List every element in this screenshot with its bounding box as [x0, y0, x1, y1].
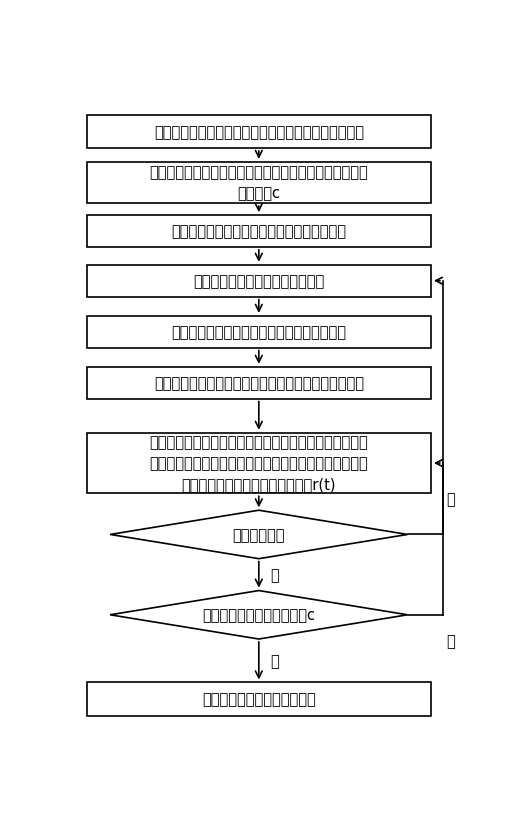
Text: 为每一个导体构造一个封闭的、包裹的高斯面: 为每一个导体构造一个封闭的、包裹的高斯面 [171, 224, 346, 239]
Bar [87, 433, 431, 494]
Text: 是: 是 [271, 653, 279, 668]
Text: 把选取的高斯面上的点作为单一运算单元放入运算队列: 把选取的高斯面上的点作为单一运算单元放入运算队列 [154, 375, 364, 390]
Bar [87, 265, 431, 297]
Bar [87, 317, 431, 348]
Bar [87, 367, 431, 399]
Text: 获取版图互连线信息，配合工艺文件得到版图三维结构: 获取版图互连线信息，配合工艺文件得到版图三维结构 [154, 125, 364, 140]
Bar [87, 216, 431, 247]
Text: 停止电容抽取，输出抽取结果: 停止电容抽取，输出抽取结果 [202, 691, 316, 706]
Text: 每个线程依次从运算队列中提取高斯面上的点执行随机行
走，若随机行走到导体表面或者随机行走到边界，完成一
次随机行走并存储此随机行走结果r(t): 每个线程依次从运算队列中提取高斯面上的点执行随机行 走，若随机行走到导体表面或者… [149, 435, 368, 492]
Text: 是: 是 [271, 567, 279, 582]
Polygon shape [110, 510, 408, 559]
Bar [87, 163, 431, 204]
Bar [87, 116, 431, 149]
Polygon shape [110, 590, 408, 639]
Bar [87, 682, 431, 715]
Text: 根据高斯面的面积计算出概率密度: 根据高斯面的面积计算出概率密度 [193, 274, 324, 289]
Text: 否: 否 [447, 633, 456, 648]
Text: 随机行走结果达到收敛精度c: 随机行走结果达到收敛精度c [203, 608, 315, 623]
Text: 运算队列为空: 运算队列为空 [233, 528, 285, 543]
Text: 否: 否 [447, 492, 456, 507]
Text: 根据用户需求和处理器运算核心的数量配置若干个线程、
收敛精度c: 根据用户需求和处理器运算核心的数量配置若干个线程、 收敛精度c [149, 165, 368, 201]
Text: 根据高斯面的概率密度从高斯面上选取若干点: 根据高斯面的概率密度从高斯面上选取若干点 [171, 325, 346, 340]
